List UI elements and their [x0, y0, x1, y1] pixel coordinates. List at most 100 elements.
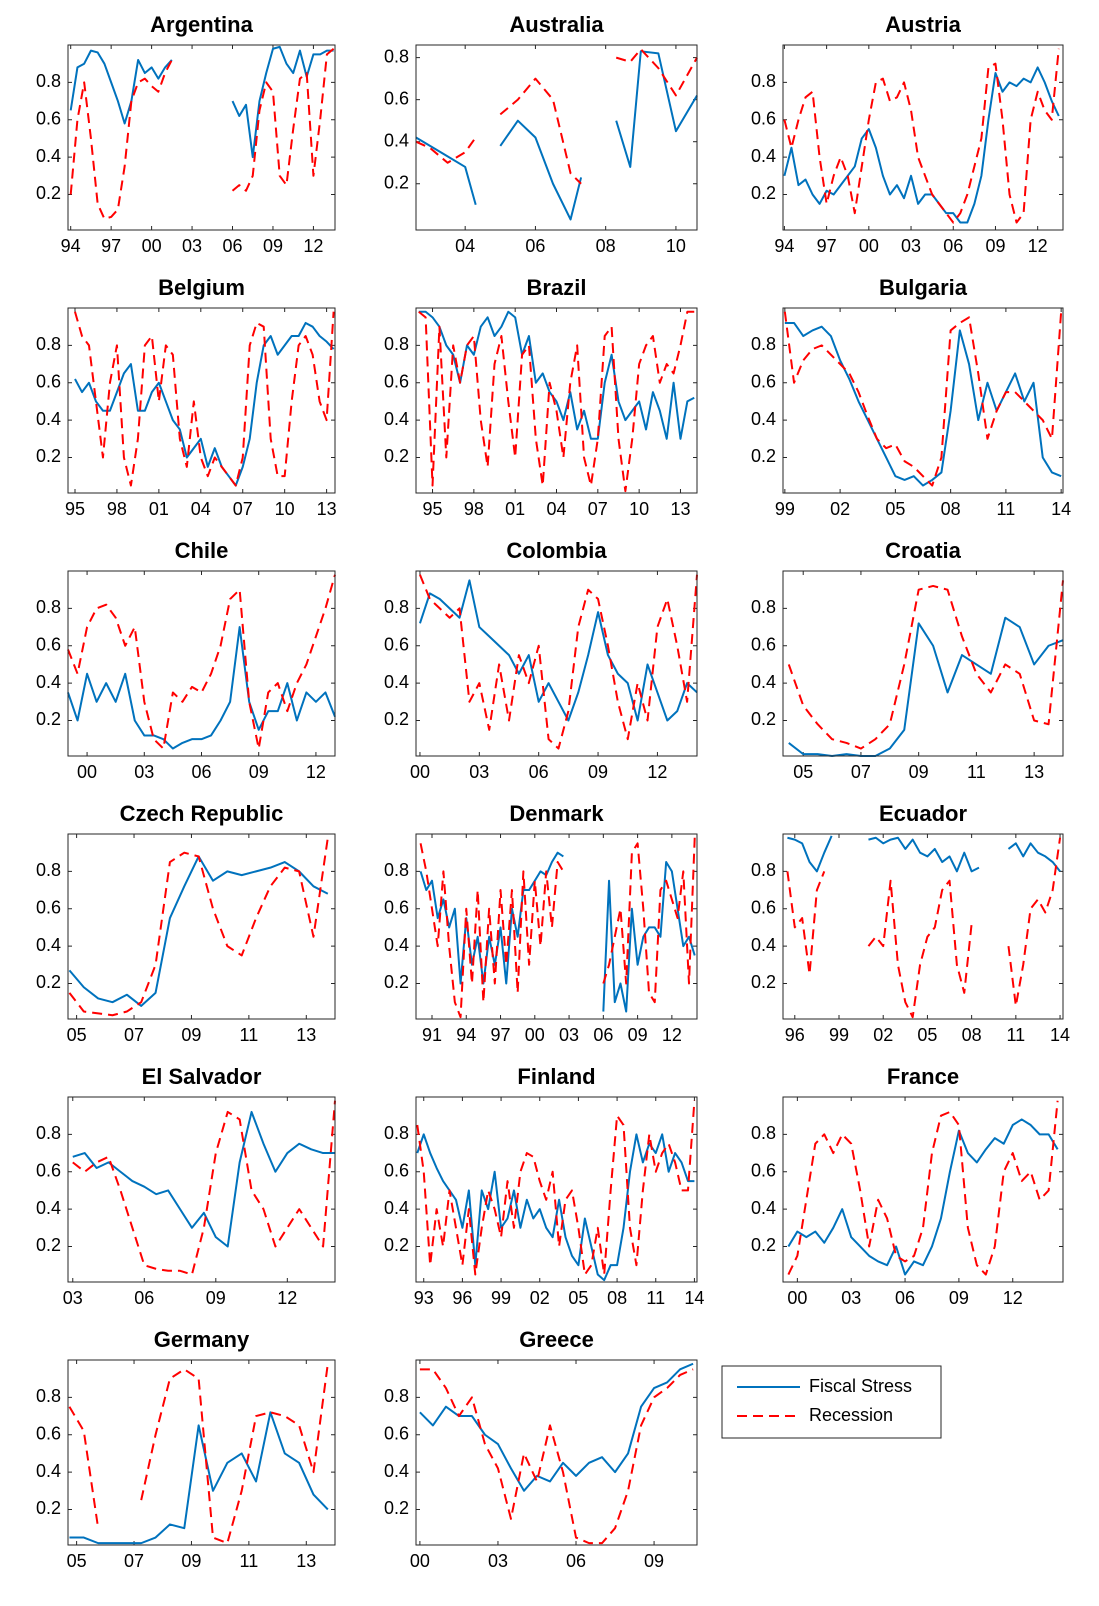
plot-area	[783, 308, 1063, 493]
x-tick-label: 07	[124, 1551, 144, 1571]
y-tick-label: 0.4	[36, 1461, 61, 1481]
x-tick-label: 91	[422, 1025, 442, 1045]
x-tick-label: 09	[909, 762, 929, 782]
plot-area	[68, 571, 335, 756]
x-tick-label: 06	[222, 236, 242, 256]
series-line	[69, 45, 334, 159]
x-tick-label: 04	[546, 499, 566, 519]
series-line	[787, 835, 1061, 873]
x-tick-label: 06	[895, 1288, 915, 1308]
panel: Australia 0.2 0.4 0.6 0.8 04 06 08 10	[384, 12, 698, 256]
y-tick-label: 0.2	[36, 972, 61, 992]
series-line	[415, 48, 698, 185]
y-tick-label: 0.4	[751, 146, 776, 166]
x-tick-label: 03	[63, 1288, 83, 1308]
plot-frame	[67, 1359, 336, 1546]
plot-frame	[415, 570, 698, 757]
x-tick-label: 12	[662, 1025, 682, 1045]
y-tick-label: 0.4	[751, 672, 776, 692]
legend-label: Fiscal Stress	[809, 1376, 912, 1396]
series-line	[787, 1100, 1059, 1276]
panel-title: Finland	[517, 1064, 595, 1089]
x-tick-label: 06	[566, 1551, 586, 1571]
y-tick-label: 0.6	[384, 897, 409, 917]
x-tick-label: 11	[967, 762, 986, 782]
panel-title: Ecuador	[879, 801, 967, 826]
series-line	[72, 1100, 336, 1276]
y-tick-label: 0.6	[751, 897, 776, 917]
x-tick-label: 03	[134, 762, 154, 782]
series-line	[419, 837, 696, 1019]
panel-title: France	[887, 1064, 959, 1089]
x-tick-label: 13	[317, 499, 337, 519]
series-line	[783, 311, 1063, 487]
x-tick-label: 09	[588, 762, 608, 782]
x-tick-label: 94	[456, 1025, 476, 1045]
series-line	[74, 321, 335, 487]
plot-frame	[415, 1359, 698, 1546]
x-tick-label: 09	[249, 762, 269, 782]
x-tick-label: 10	[629, 499, 649, 519]
legend-label: Recession	[809, 1405, 893, 1425]
x-tick-label: 09	[644, 1551, 664, 1571]
plot-frame	[67, 570, 336, 757]
series-line	[784, 321, 1062, 487]
y-tick-label: 0.2	[384, 709, 409, 729]
x-tick-label: 07	[588, 499, 608, 519]
panel: Denmark 0.2 0.4 0.6 0.8 91 94 97 00 03 06 09 12	[384, 801, 698, 1045]
panel: Colombia 0.2 0.4 0.6 0.8 00 03 06 09 12	[384, 538, 698, 782]
x-tick-label: 03	[469, 762, 489, 782]
x-tick-label: 00	[142, 236, 162, 256]
x-tick-label: 94	[774, 236, 794, 256]
y-tick-label: 0.4	[36, 146, 61, 166]
plot-area	[783, 834, 1063, 1019]
y-tick-label: 0.6	[36, 371, 61, 391]
x-tick-label: 00	[859, 236, 879, 256]
plot-frame	[782, 1096, 1064, 1283]
panel-title: Austria	[885, 12, 962, 37]
y-tick-label: 0.2	[36, 1235, 61, 1255]
y-tick-label: 0.4	[36, 935, 61, 955]
plot-area	[416, 1360, 697, 1545]
plot-frame	[782, 833, 1064, 1020]
y-tick-label: 0.4	[36, 672, 61, 692]
panel: Argentina 0.2 0.4 0.6 0.8 94 97 00 03 06 09 12	[36, 12, 336, 256]
y-tick-label: 0.6	[384, 371, 409, 391]
plot-frame	[782, 44, 1064, 231]
y-tick-label: 0.4	[751, 409, 776, 429]
x-tick-label: 03	[488, 1551, 508, 1571]
series-line	[68, 1363, 329, 1545]
panel-title: Brazil	[527, 275, 587, 300]
x-tick-label: 07	[233, 499, 253, 519]
y-tick-label: 0.8	[384, 597, 409, 617]
panel-title: Colombia	[506, 538, 607, 563]
x-tick-label: 08	[962, 1025, 982, 1045]
panel-title: Czech Republic	[120, 801, 284, 826]
x-tick-label: 02	[830, 499, 850, 519]
series-line	[419, 1368, 694, 1545]
y-tick-label: 0.4	[384, 409, 409, 429]
x-tick-label: 11	[646, 1288, 665, 1308]
y-tick-label: 0.2	[384, 1498, 409, 1518]
y-tick-label: 0.6	[751, 634, 776, 654]
plot-area	[783, 571, 1063, 756]
x-tick-label: 08	[607, 1288, 627, 1308]
y-tick-label: 0.2	[384, 972, 409, 992]
x-tick-label: 10	[666, 236, 686, 256]
y-tick-label: 0.4	[384, 130, 409, 150]
panel: Czech Republic 0.2 0.4 0.6 0.8 05 07 09 11 13	[36, 801, 336, 1045]
series-line	[415, 50, 698, 221]
plot-frame	[782, 570, 1064, 757]
y-tick-label: 0.2	[751, 183, 776, 203]
x-tick-label: 03	[841, 1288, 861, 1308]
x-tick-label: 01	[149, 499, 169, 519]
plot-frame	[67, 44, 336, 231]
x-tick-label: 05	[568, 1288, 588, 1308]
y-tick-label: 0.4	[384, 935, 409, 955]
y-tick-label: 0.6	[384, 88, 409, 108]
x-tick-label: 05	[885, 499, 905, 519]
panel: Croatia 0.2 0.4 0.6 0.8 05 07 09 11 13	[751, 538, 1064, 782]
series-line	[783, 48, 1060, 224]
x-tick-label: 06	[529, 762, 549, 782]
x-tick-label: 05	[793, 762, 813, 782]
